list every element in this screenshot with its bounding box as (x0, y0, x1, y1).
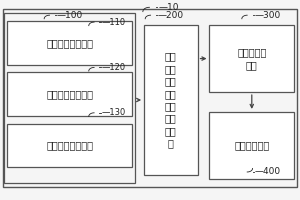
Bar (209, 112, 294, 179)
Bar (7, 72, 132, 116)
Text: 数据分析处
装置: 数据分析处 装置 (237, 47, 266, 70)
Text: —130: —130 (101, 108, 125, 117)
Text: —110: —110 (101, 18, 125, 27)
Text: 监控终端装置: 监控终端装置 (234, 140, 269, 150)
Text: 混合
空分
波分
时分
复用
的解
调装
置: 混合 空分 波分 时分 复用 的解 调装 置 (165, 52, 177, 148)
Text: 应变传感光削阵列: 应变传感光削阵列 (46, 38, 93, 48)
Text: —200: —200 (158, 11, 184, 20)
Bar (144, 25, 198, 175)
Text: —400: —400 (254, 167, 280, 176)
Bar (7, 21, 132, 64)
Text: —300: —300 (254, 11, 280, 20)
Text: —10: —10 (158, 3, 179, 12)
Text: 振动传感光削阵列: 振动传感光削阵列 (46, 140, 93, 150)
Bar (4, 13, 135, 183)
Bar (209, 25, 294, 92)
Text: —120: —120 (101, 63, 125, 72)
Text: 温度传感光削阵列: 温度传感光削阵列 (46, 89, 93, 99)
Bar (7, 124, 132, 167)
Text: —100: —100 (57, 11, 83, 20)
